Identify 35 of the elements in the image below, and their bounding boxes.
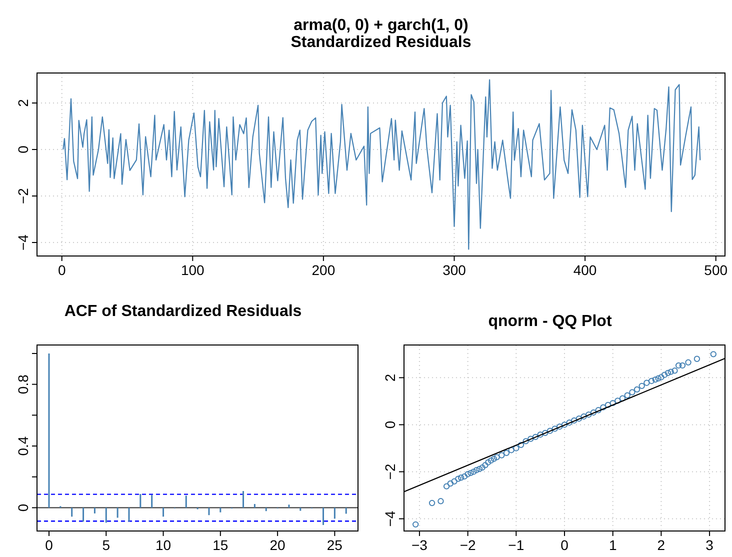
x-tick-label: 2	[657, 537, 666, 553]
x-tick-label: 300	[442, 262, 466, 278]
x-tick-label: 200	[312, 262, 336, 278]
y-tick-label: 0.4	[15, 436, 31, 456]
x-tick-label: 5	[102, 537, 110, 553]
x-tick-label: −3	[411, 537, 428, 553]
chart-title: qnorm - QQ Plot	[488, 313, 612, 330]
y-tick-label: −4	[382, 510, 398, 527]
x-tick-label: 0	[560, 537, 569, 553]
y-tick-label: 0	[15, 504, 31, 512]
y-tick-label: −4	[15, 234, 31, 250]
x-tick-label: 15	[212, 537, 228, 553]
x-tick-label: −2	[460, 537, 476, 553]
y-tick-label: −2	[382, 464, 398, 480]
y-tick-label: 2	[382, 374, 398, 382]
y-tick-label: 0	[15, 145, 31, 154]
x-tick-label: 25	[326, 537, 343, 553]
x-tick-label: 0	[58, 262, 66, 278]
x-tick-label: 3	[706, 537, 714, 553]
x-tick-label: 10	[155, 537, 172, 553]
chart-title: ACF of Standardized Residuals	[64, 303, 302, 320]
x-tick-label: −1	[508, 537, 524, 553]
x-tick-label: 20	[270, 537, 286, 553]
chart-subtitle: Standardized Residuals	[290, 34, 472, 51]
x-tick-label: 1	[608, 537, 617, 553]
y-tick-label: 0.8	[15, 374, 31, 394]
x-tick-label: 500	[704, 262, 728, 278]
y-tick-label: −2	[15, 188, 31, 204]
x-tick-label: 400	[573, 262, 597, 278]
x-tick-label: 0	[45, 537, 54, 553]
y-tick-label: 0	[382, 420, 398, 429]
x-tick-label: 100	[180, 262, 205, 278]
chart-title: arma(0, 0) + garch(1, 0)	[294, 17, 468, 34]
line-series	[62, 79, 701, 250]
y-tick-label: 2	[15, 98, 31, 107]
